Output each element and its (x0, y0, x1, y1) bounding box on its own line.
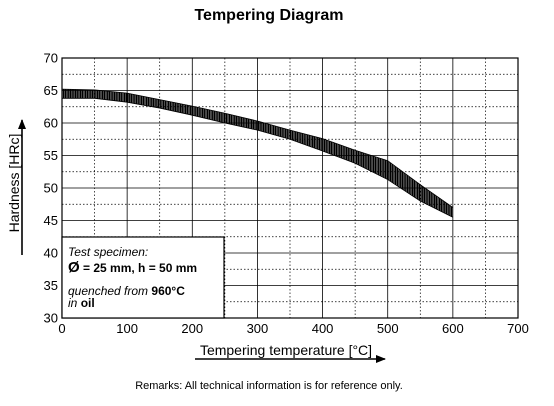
y-tick-label: 50 (44, 181, 58, 196)
x-tick-label: 500 (377, 321, 399, 336)
y-tick-label: 45 (44, 213, 58, 228)
quench-temperature: quenched from 960°C (68, 284, 185, 298)
y-tick-label: 30 (44, 311, 58, 326)
y-tick-labels: 30 35 40 45 50 55 60 65 70 (44, 51, 58, 326)
x-tick-label: 100 (116, 321, 138, 336)
quench-medium: in oil (68, 296, 95, 310)
y-axis-label: Hardness [HRc] (6, 134, 22, 233)
specimen-dimensions: Ø = 25 mm, h = 50 mm (68, 259, 197, 276)
remarks: Remarks: All technical information is fo… (135, 380, 403, 392)
y-tick-label: 65 (44, 83, 58, 98)
medium-value: oil (81, 296, 95, 310)
chart-title: Tempering Diagram (194, 7, 343, 24)
x-tick-label: 0 (58, 321, 65, 336)
quench-value: 960°C (151, 284, 185, 298)
plot-frame (61, 57, 519, 319)
x-tick-label: 400 (312, 321, 334, 336)
x-axis-label: Tempering temperature [°C] (200, 342, 372, 358)
y-tick-label: 60 (44, 116, 58, 131)
x-tick-label: 700 (507, 321, 529, 336)
specimen-size: = 25 mm, h = 50 mm (83, 261, 197, 275)
hardness-band-upper-edge (62, 88, 454, 208)
x-tick-label: 300 (247, 321, 269, 336)
quench-prefix: quenched from (68, 284, 148, 298)
y-tick-label: 40 (44, 246, 58, 261)
y-tick-label: 55 (44, 148, 58, 163)
x-tick-labels: 0 100 200 300 400 500 600 700 (58, 321, 528, 336)
y-tick-label: 35 (44, 278, 58, 293)
x-tick-label: 200 (181, 321, 203, 336)
specimen-title: Test specimen: (68, 245, 148, 259)
hardness-band-lower-edge (62, 97, 454, 218)
medium-prefix: in (68, 296, 78, 310)
diameter-symbol: Ø (68, 259, 80, 276)
y-tick-label: 70 (44, 51, 58, 66)
hardness-band (62, 88, 454, 218)
specimen-box (61, 236, 225, 319)
hardness-band-hatching (62, 89, 453, 217)
x-tick-label: 600 (442, 321, 464, 336)
